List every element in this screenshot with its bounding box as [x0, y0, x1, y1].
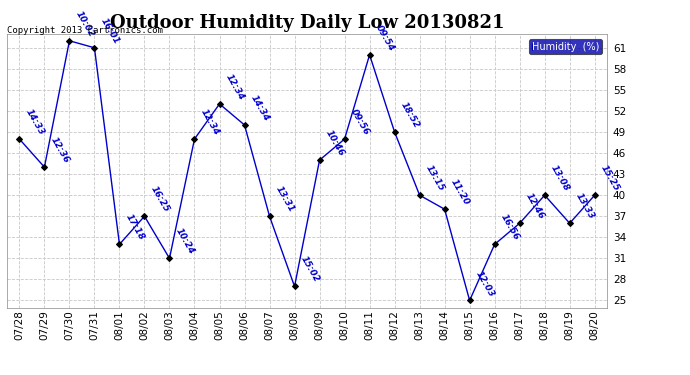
Point — [64, 38, 75, 44]
Point — [314, 157, 325, 163]
Text: 12:34: 12:34 — [224, 72, 246, 102]
Text: 13:33: 13:33 — [574, 192, 596, 221]
Text: 10:02: 10:02 — [74, 9, 96, 39]
Text: 16:25: 16:25 — [148, 185, 170, 214]
Text: 14:34: 14:34 — [248, 93, 270, 123]
Point — [364, 52, 375, 58]
Point — [514, 220, 525, 226]
Title: Outdoor Humidity Daily Low 20130821: Outdoor Humidity Daily Low 20130821 — [110, 14, 504, 32]
Text: 10:46: 10:46 — [324, 129, 346, 158]
Point — [164, 255, 175, 261]
Text: Copyright 2013 Cartronics.com: Copyright 2013 Cartronics.com — [7, 26, 163, 35]
Text: 09:56: 09:56 — [348, 108, 371, 137]
Text: 13:31: 13:31 — [274, 185, 296, 214]
Text: 10:24: 10:24 — [174, 227, 196, 256]
Point — [489, 242, 500, 248]
Point — [464, 297, 475, 303]
Point — [439, 206, 450, 212]
Text: 15:25: 15:25 — [599, 164, 621, 193]
Point — [564, 220, 575, 226]
Text: 12:34: 12:34 — [199, 108, 221, 137]
Text: 18:52: 18:52 — [399, 100, 421, 130]
Point — [414, 192, 425, 198]
Point — [214, 101, 225, 107]
Text: 12:46: 12:46 — [524, 192, 546, 221]
Point — [539, 192, 550, 198]
Text: 11:20: 11:20 — [448, 178, 471, 207]
Text: 17:18: 17:18 — [124, 213, 146, 242]
Point — [139, 213, 150, 219]
Text: 15:02: 15:02 — [299, 255, 321, 284]
Text: 16:01: 16:01 — [99, 16, 121, 46]
Point — [189, 136, 200, 142]
Legend: Humidity  (%): Humidity (%) — [529, 39, 602, 54]
Text: 13:15: 13:15 — [424, 164, 446, 193]
Text: 12:36: 12:36 — [48, 136, 70, 165]
Text: 09:54: 09:54 — [374, 23, 396, 52]
Point — [114, 242, 125, 248]
Point — [339, 136, 350, 142]
Text: 12:03: 12:03 — [474, 269, 496, 298]
Point — [14, 136, 25, 142]
Point — [389, 129, 400, 135]
Text: 14:33: 14:33 — [23, 108, 46, 137]
Point — [289, 284, 300, 290]
Text: 16:56: 16:56 — [499, 213, 521, 242]
Point — [264, 213, 275, 219]
Point — [89, 45, 100, 51]
Point — [589, 192, 600, 198]
Text: 13:08: 13:08 — [549, 164, 571, 193]
Point — [39, 164, 50, 170]
Point — [239, 122, 250, 128]
